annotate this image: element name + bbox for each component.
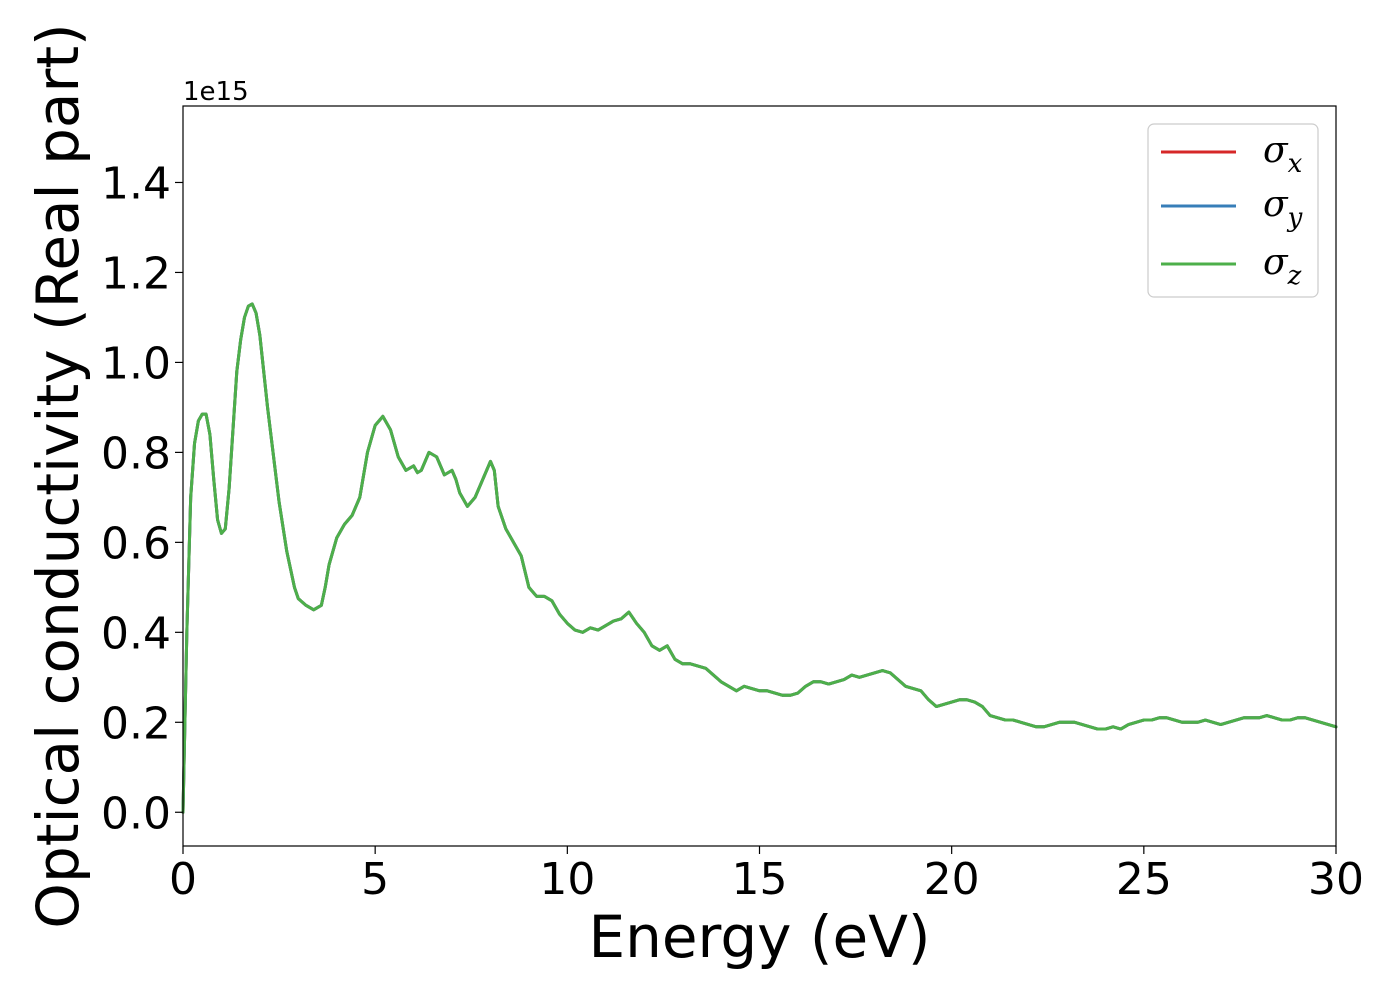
series-line-2: [181, 302, 1338, 814]
x-tick-label: 5: [361, 854, 389, 905]
plot-area: [181, 302, 1338, 814]
y-tick-label: 0.0: [101, 788, 171, 839]
y-tick-label: 1.0: [101, 338, 171, 389]
x-tick-label: 15: [732, 854, 788, 905]
x-axis-title: Energy (eV): [588, 903, 930, 971]
y-tick-label: 0.8: [101, 428, 171, 479]
series-line-1: [181, 302, 1338, 814]
x-tick-label: 10: [539, 854, 595, 905]
y-tick-label: 0.6: [101, 518, 171, 569]
legend-box: [1147, 123, 1319, 298]
x-axis-ticks: 0 5 10 15 20 25 30: [169, 846, 1364, 905]
y-tick-label: 1.2: [101, 248, 171, 299]
y-tick-label: 1.4: [101, 158, 171, 209]
legend-label: σz: [1263, 242, 1302, 291]
y-tick-label: 0.4: [101, 608, 171, 659]
x-tick-label: 0: [169, 854, 197, 905]
y-offset-label: 1e15: [183, 77, 249, 107]
y-axis-title: Optical conductivity (Real part): [24, 23, 92, 928]
y-tick-label: 0.2: [101, 698, 171, 749]
series-line-3: [181, 302, 1338, 814]
x-tick-label: 25: [1116, 854, 1172, 905]
legend: σx σy σz: [1147, 123, 1319, 298]
legend-label: σy: [1263, 184, 1303, 233]
legend-label: σx: [1263, 130, 1303, 179]
x-tick-label: 20: [924, 854, 980, 905]
y-axis-ticks: 0.0 0.2 0.4 0.6 0.8 1.0 1.2 1.4: [101, 158, 183, 839]
x-tick-label: 30: [1308, 854, 1364, 905]
